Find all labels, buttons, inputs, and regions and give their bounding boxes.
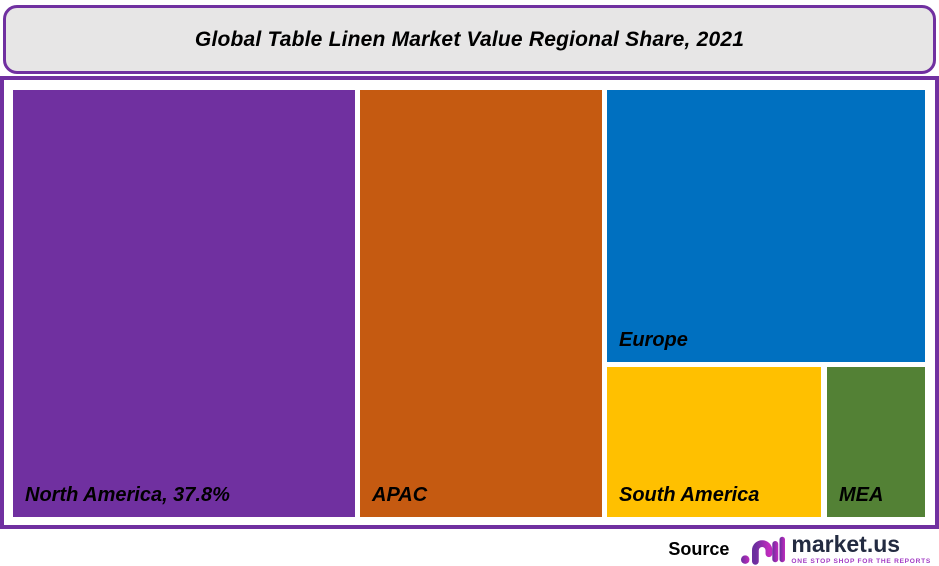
treemap-tile-label: South America [619,484,760,506]
treemap: North America, 37.8% APAC Europe South Amer… [4,80,935,525]
treemap-tile-mea: MEA [827,367,925,517]
treemap-tile-europe: Europe [607,90,925,362]
page-title: Global Table Linen Market Value Regional… [194,27,745,51]
treemap-tile-label: MEA [839,484,884,506]
treemap-tile-label: APAC [372,484,428,506]
logo-brand-text: market.us [791,531,901,557]
source-attribution: Source market.us ONE STOP SHOP FOR THE R… [668,532,931,566]
logo-text-block: market.us ONE STOP SHOP FOR THE REPORTS [791,531,931,566]
market-us-logo-icon [741,536,786,565]
source-label: Source [668,538,730,559]
chart-title-box: Global Table Linen Market Value Regional… [3,5,936,74]
treemap-tile-south-america: South America [607,367,821,517]
market-us-logo: market.us ONE STOP SHOP FOR THE REPORTS [741,533,931,566]
treemap-tile-label: North America, 37.8% [25,484,230,506]
chart-frame: North America, 37.8% APAC Europe South Amer… [0,76,939,529]
treemap-tile-apac: APAC [360,90,602,517]
treemap-tile-label: Europe [619,329,688,351]
logo-tagline-text: ONE STOP SHOP FOR THE REPORTS [791,558,931,565]
treemap-tile-north-america: North America, 37.8% [13,90,355,517]
